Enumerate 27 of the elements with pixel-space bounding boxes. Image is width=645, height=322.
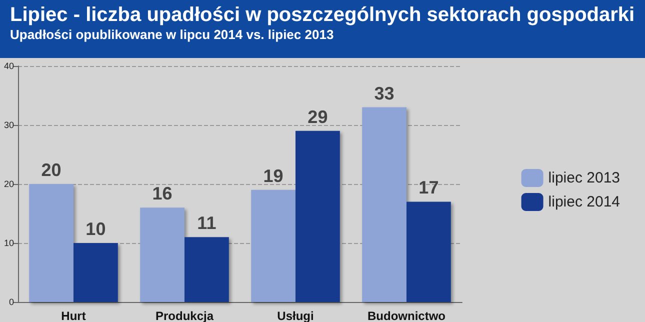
data-label: 33 <box>374 83 394 104</box>
bar <box>406 202 451 302</box>
bar <box>29 184 74 302</box>
data-label: 11 <box>197 213 216 234</box>
y-tick-label: 40 <box>4 61 14 71</box>
bar <box>251 190 296 302</box>
y-tick-label: 0 <box>8 297 14 307</box>
y-tick-label: 20 <box>4 179 14 189</box>
data-label: 20 <box>41 160 62 180</box>
y-tick-label: 30 <box>4 120 14 130</box>
legend-label: lipiec 2014 <box>548 194 620 210</box>
data-label: 29 <box>308 106 328 127</box>
bar <box>140 208 184 302</box>
y-tick-label: 10 <box>4 238 14 248</box>
x-tick-label: Hurt <box>61 309 86 322</box>
bar <box>74 243 118 302</box>
bar <box>184 237 229 302</box>
legend-label: lipiec 2013 <box>548 170 620 186</box>
bar <box>362 107 406 302</box>
data-label: 19 <box>263 166 284 186</box>
data-label: 16 <box>152 184 172 204</box>
x-tick-label: Budownictwo <box>368 309 446 322</box>
bar <box>296 130 340 302</box>
chart-title: Lipiec - liczba upadłości w poszczególnych sektorach gospodarki <box>10 3 635 27</box>
data-label: 10 <box>86 219 106 239</box>
chart-subtitle: Upadłości opublikowane w lipcu 2014 vs. lipiec 2013 <box>10 27 335 43</box>
data-label: 17 <box>418 178 439 198</box>
